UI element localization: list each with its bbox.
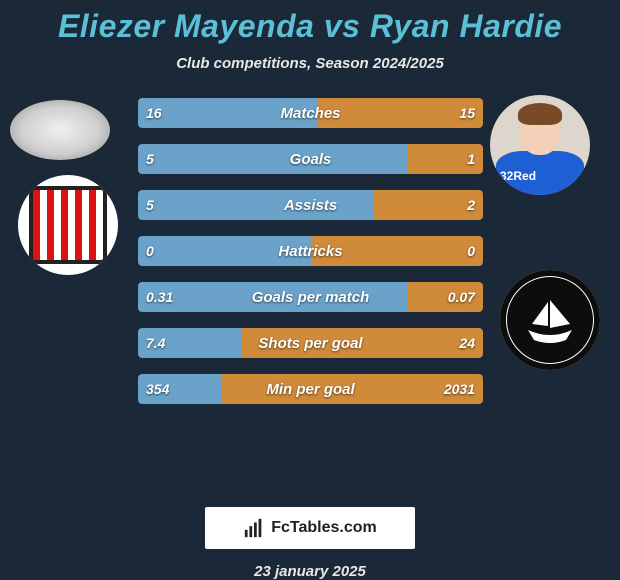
stat-bar-right bbox=[373, 190, 483, 220]
subtitle: Club competitions, Season 2024/2025 bbox=[176, 55, 444, 72]
club-left-badge bbox=[18, 175, 118, 275]
stat-bar-left bbox=[138, 98, 317, 128]
stat-bar-right bbox=[317, 98, 483, 128]
stat-row: Hattricks00 bbox=[138, 236, 483, 266]
stat-bar-left bbox=[138, 190, 373, 220]
stat-bars: Matches1615 Goals51 Assists52 Hattricks00 Go… bbox=[138, 98, 483, 404]
page-title: Eliezer Mayenda vs Ryan Hardie bbox=[58, 8, 562, 45]
comparison-area: 32Red Matches1615 Goals51 Assists52 Hattric… bbox=[0, 90, 620, 495]
stat-row: Shots per goal7.424 bbox=[138, 328, 483, 358]
fctables-badge[interactable]: FcTables.com bbox=[205, 507, 415, 549]
stat-bar-right bbox=[221, 374, 483, 404]
club-right-badge bbox=[500, 270, 600, 370]
stat-bar-right bbox=[242, 328, 484, 358]
ship-icon bbox=[520, 290, 580, 350]
bars-chart-icon bbox=[243, 517, 265, 539]
stat-bar-right bbox=[407, 144, 483, 174]
stat-row: Goals per match0.310.07 bbox=[138, 282, 483, 312]
stat-bar-right bbox=[407, 282, 483, 312]
stat-bar-left bbox=[138, 374, 221, 404]
stat-row: Min per goal3542031 bbox=[138, 374, 483, 404]
player-right-shirt-text: 32Red bbox=[500, 169, 536, 183]
stat-row: Goals51 bbox=[138, 144, 483, 174]
player-right-avatar: 32Red bbox=[490, 95, 590, 195]
stat-row: Matches1615 bbox=[138, 98, 483, 128]
fctables-label: FcTables.com bbox=[271, 519, 377, 537]
stat-bar-left bbox=[138, 236, 311, 266]
stat-bar-left bbox=[138, 144, 407, 174]
stat-bar-left bbox=[138, 282, 407, 312]
footer-date: 23 january 2025 bbox=[254, 563, 366, 580]
stat-bar-right bbox=[311, 236, 484, 266]
stat-row: Assists52 bbox=[138, 190, 483, 220]
stat-bar-left bbox=[138, 328, 242, 358]
player-left-avatar bbox=[10, 100, 110, 160]
